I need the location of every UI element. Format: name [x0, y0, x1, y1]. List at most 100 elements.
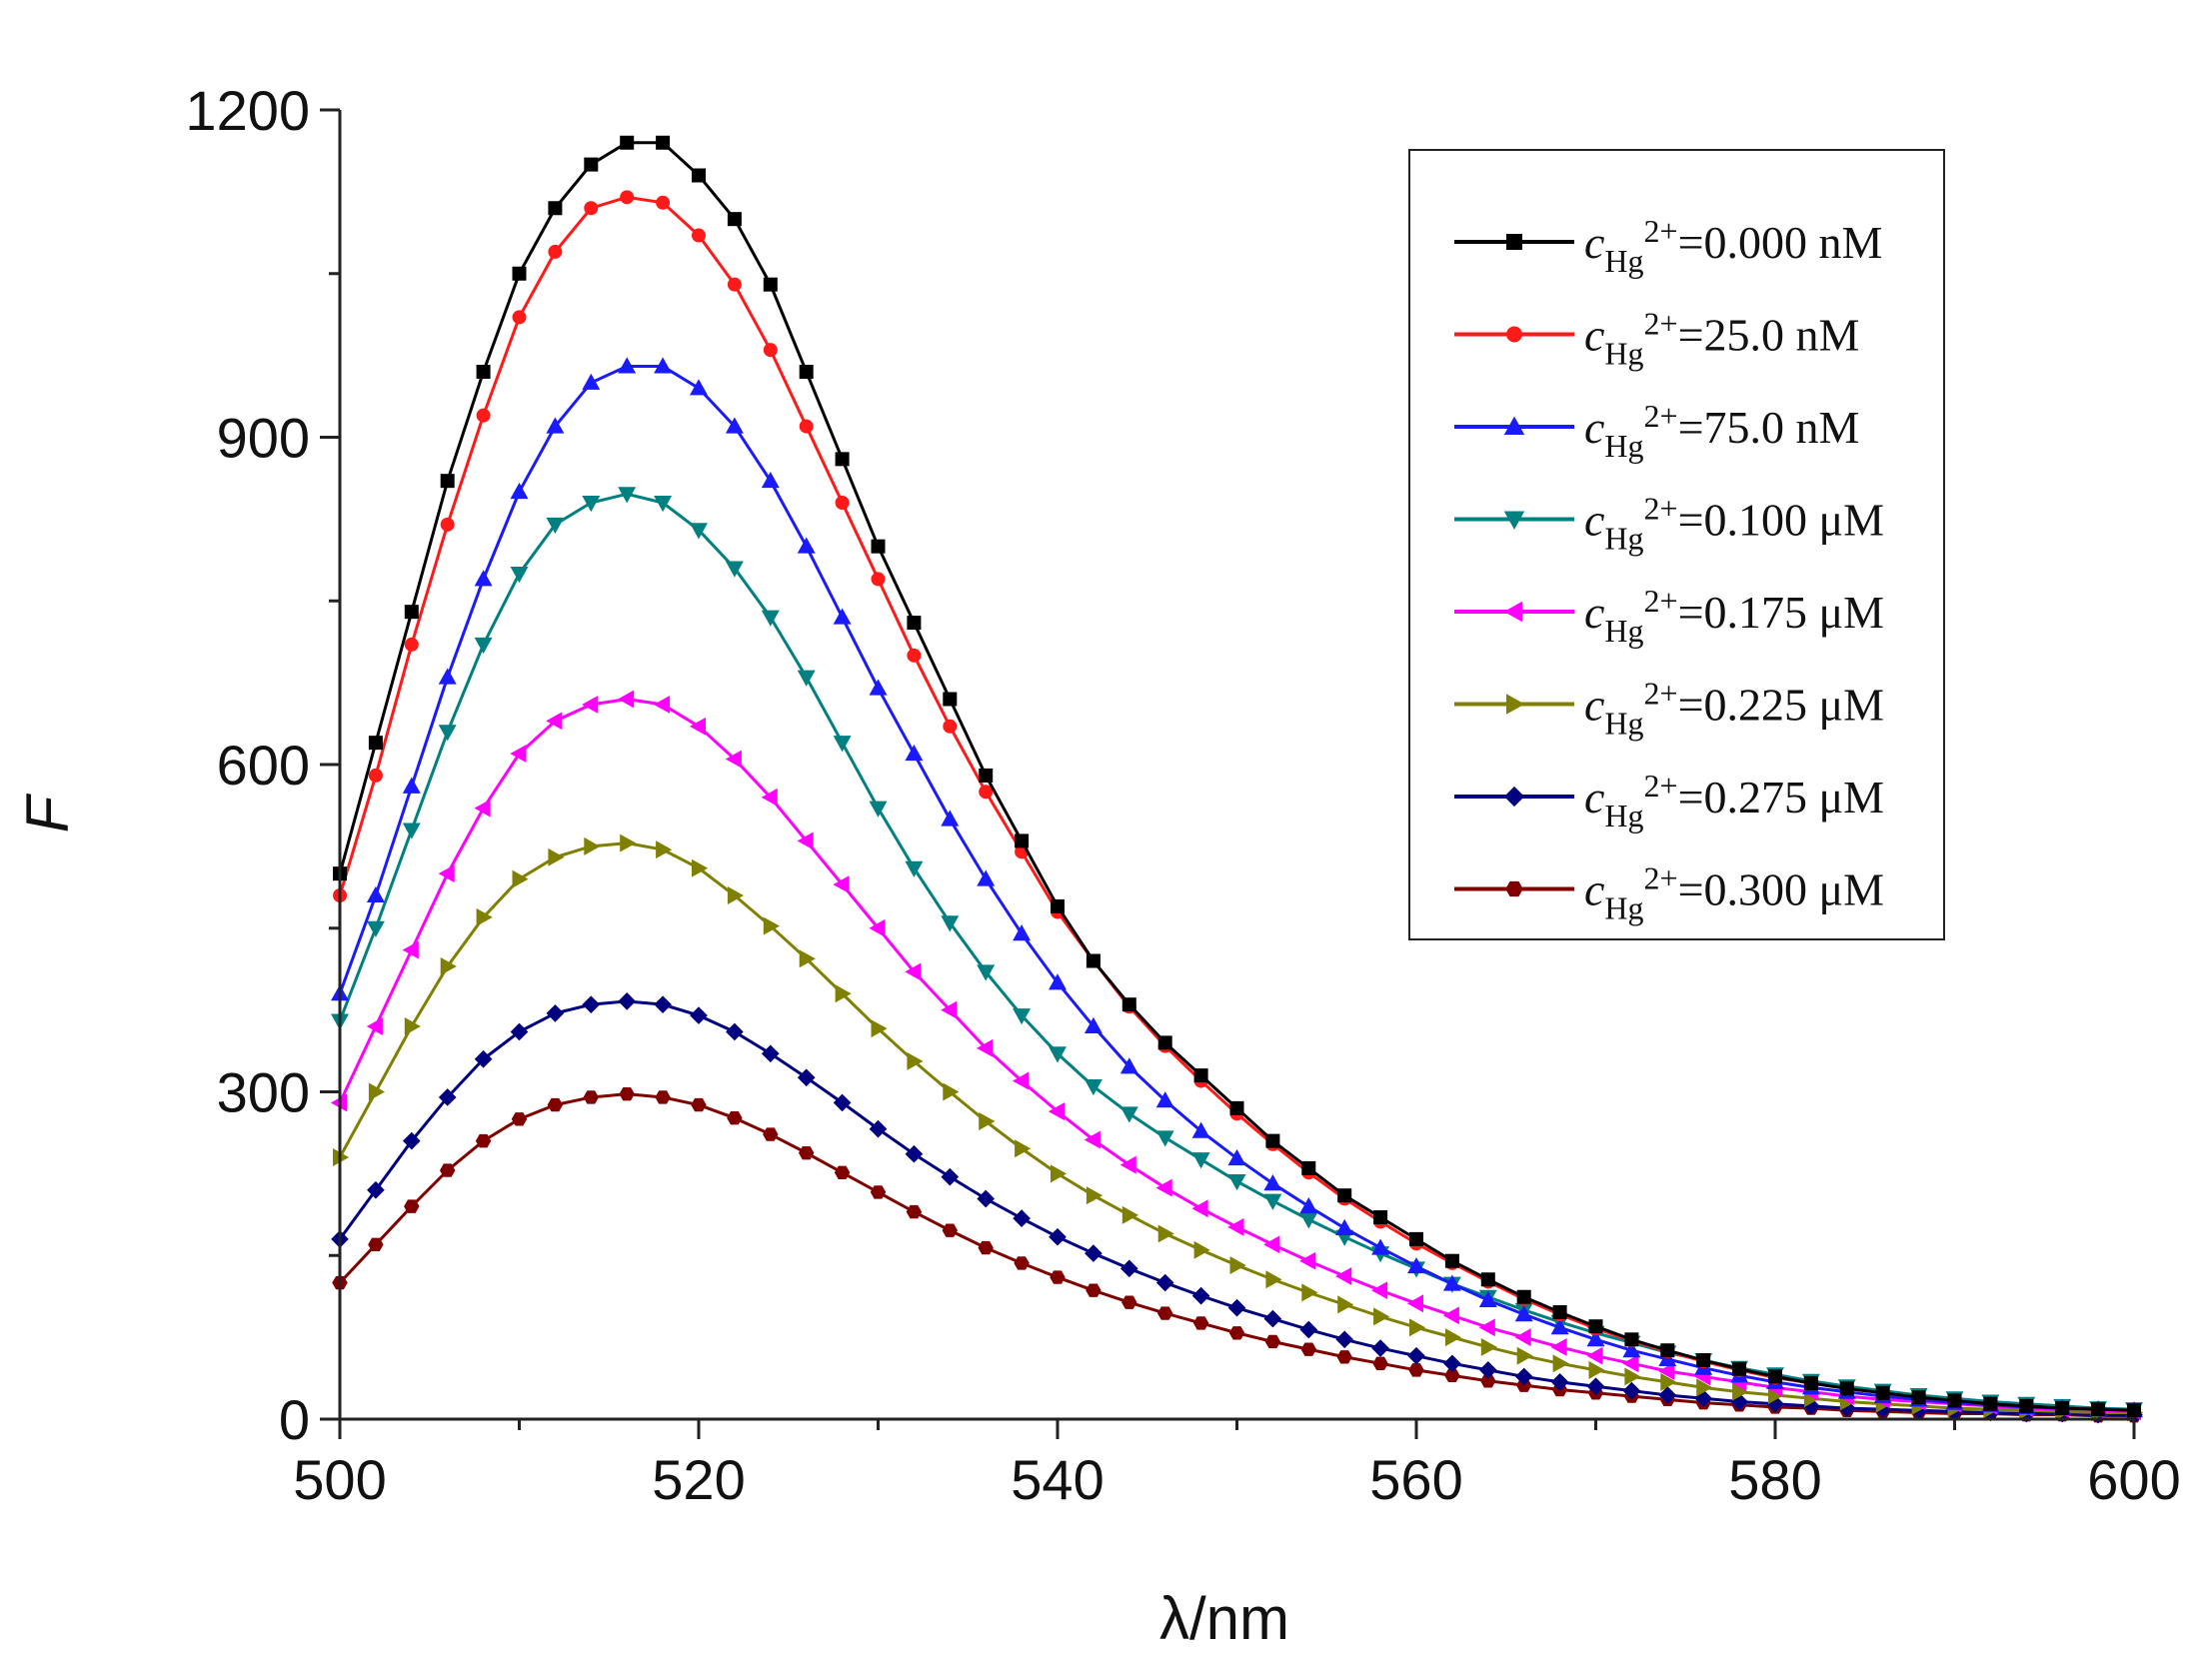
- data-point: [1264, 1334, 1281, 1349]
- data-point: [656, 135, 671, 150]
- data-point: [1229, 1100, 1244, 1115]
- data-point: [1552, 1305, 1567, 1320]
- data-point: [1658, 1361, 1675, 1380]
- data-point: [546, 712, 563, 731]
- legend-entry: cHg2+=75.0 nM: [1454, 398, 1859, 464]
- data-point: [905, 1144, 924, 1163]
- data-point: [1227, 1298, 1246, 1317]
- data-point: [1119, 1155, 1136, 1174]
- data-point: [1588, 1319, 1603, 1334]
- plot-area: [330, 135, 2144, 1424]
- legend-marker: [1503, 511, 1525, 530]
- data-point: [1049, 1227, 1067, 1246]
- data-point: [691, 1097, 707, 1112]
- data-point: [797, 1068, 816, 1087]
- data-point: [871, 539, 886, 554]
- data-point: [906, 1204, 923, 1219]
- data-point: [943, 719, 958, 734]
- series-1: [333, 135, 2141, 1418]
- data-point: [510, 1022, 529, 1041]
- data-point: [1444, 1328, 1462, 1347]
- data-point: [833, 736, 852, 753]
- data-point: [799, 949, 816, 968]
- data-point: [1049, 1046, 1067, 1063]
- series-6: [333, 834, 2144, 1422]
- data-point: [368, 1082, 386, 1101]
- data-point: [548, 244, 563, 259]
- data-point: [1406, 1294, 1423, 1313]
- data-point: [2091, 1402, 2106, 1417]
- data-point: [546, 517, 565, 534]
- data-point: [1157, 1035, 1172, 1050]
- data-point: [761, 1044, 780, 1063]
- data-point: [763, 916, 780, 935]
- data-point: [474, 1049, 493, 1068]
- data-point: [1514, 1328, 1531, 1347]
- data-point: [1155, 1130, 1174, 1147]
- x-tick-label: 560: [1369, 1448, 1462, 1511]
- data-point: [1442, 1306, 1459, 1325]
- data-point: [1086, 1283, 1102, 1297]
- data-point: [2127, 1403, 2141, 1418]
- data-point: [799, 365, 814, 379]
- data-point: [725, 561, 744, 578]
- data-point: [1084, 1130, 1101, 1149]
- data-point: [583, 1090, 600, 1104]
- data-point: [977, 964, 996, 981]
- data-point: [1191, 1199, 1208, 1218]
- data-point: [941, 1167, 960, 1186]
- data-point: [584, 201, 599, 216]
- data-point: [835, 984, 852, 1003]
- data-point: [1013, 1008, 1032, 1025]
- data-point: [1516, 1289, 1531, 1304]
- data-point: [438, 668, 457, 685]
- x-tick-label: 600: [2087, 1448, 2180, 1511]
- data-point: [1550, 1373, 1569, 1391]
- data-point: [402, 777, 421, 794]
- data-point: [1372, 1356, 1388, 1371]
- data-point: [1157, 1224, 1174, 1243]
- data-point: [690, 1006, 708, 1024]
- data-point: [476, 907, 493, 926]
- data-point: [1409, 1231, 1423, 1246]
- data-point: [942, 1223, 959, 1237]
- data-point: [833, 608, 852, 625]
- data-point: [476, 365, 491, 379]
- data-point: [1586, 1330, 1605, 1347]
- data-point: [978, 1240, 994, 1255]
- legend-marker: [1503, 416, 1525, 435]
- data-point: [1696, 1353, 1711, 1368]
- data-point: [1373, 1307, 1390, 1326]
- data-point: [1227, 1148, 1246, 1166]
- data-point: [727, 886, 745, 904]
- data-point: [1478, 1361, 1497, 1379]
- data-point: [1263, 1309, 1282, 1328]
- series-line: [338, 1092, 2134, 1418]
- legend-marker: [1506, 694, 1525, 715]
- data-point: [510, 566, 529, 584]
- legend-label: cHg2+=0.275 μM: [1584, 768, 1884, 834]
- data-point: [1227, 1217, 1244, 1236]
- data-point: [905, 962, 922, 981]
- data-point: [1586, 1346, 1603, 1365]
- data-point: [1193, 1068, 1208, 1083]
- data-point: [656, 195, 671, 210]
- data-point: [690, 523, 708, 540]
- data-point: [725, 750, 742, 769]
- data-point: [1192, 1316, 1209, 1330]
- data-point: [1229, 1256, 1246, 1275]
- data-point: [1086, 953, 1101, 968]
- data-point: [439, 1163, 456, 1177]
- data-point: [1301, 1283, 1318, 1302]
- series-7: [331, 992, 2143, 1424]
- data-point: [438, 725, 457, 742]
- data-point: [1121, 997, 1136, 1012]
- data-point: [1622, 1381, 1641, 1400]
- data-point: [977, 869, 996, 886]
- data-point: [620, 190, 635, 205]
- data-point: [727, 1111, 743, 1125]
- data-point: [546, 1004, 565, 1022]
- data-point: [1336, 1350, 1352, 1364]
- data-point: [366, 885, 385, 902]
- data-point: [1263, 1193, 1282, 1210]
